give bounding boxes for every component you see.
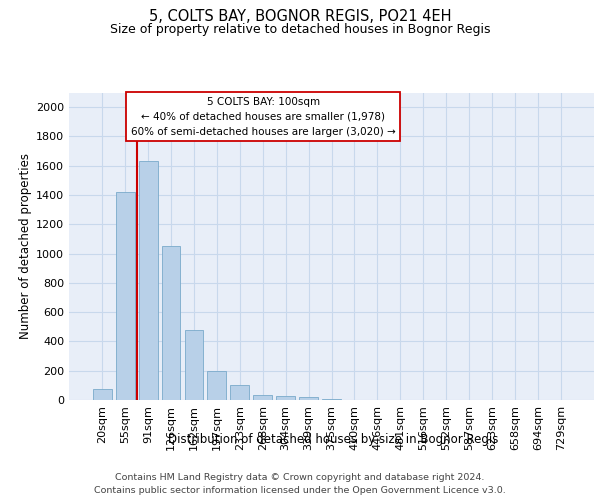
Text: Size of property relative to detached houses in Bognor Regis: Size of property relative to detached ho… — [110, 22, 490, 36]
Bar — [253, 395, 272, 400]
Text: 5 COLTS BAY: 100sqm
← 40% of detached houses are smaller (1,978)
60% of semi-det: 5 COLTS BAY: 100sqm ← 40% of detached ho… — [131, 97, 395, 136]
Bar — [116, 192, 134, 400]
Bar — [230, 386, 249, 400]
Text: Contains public sector information licensed under the Open Government Licence v3: Contains public sector information licen… — [94, 486, 506, 495]
Bar — [276, 396, 295, 400]
Text: 5, COLTS BAY, BOGNOR REGIS, PO21 4EH: 5, COLTS BAY, BOGNOR REGIS, PO21 4EH — [149, 9, 451, 24]
Bar — [185, 330, 203, 400]
Text: Distribution of detached houses by size in Bognor Regis: Distribution of detached houses by size … — [168, 432, 498, 446]
Bar — [161, 246, 181, 400]
Bar — [299, 397, 318, 400]
Bar — [208, 370, 226, 400]
Y-axis label: Number of detached properties: Number of detached properties — [19, 153, 32, 339]
Bar — [93, 389, 112, 400]
Bar — [139, 160, 158, 400]
Bar — [322, 398, 341, 400]
Text: Contains HM Land Registry data © Crown copyright and database right 2024.: Contains HM Land Registry data © Crown c… — [115, 472, 485, 482]
